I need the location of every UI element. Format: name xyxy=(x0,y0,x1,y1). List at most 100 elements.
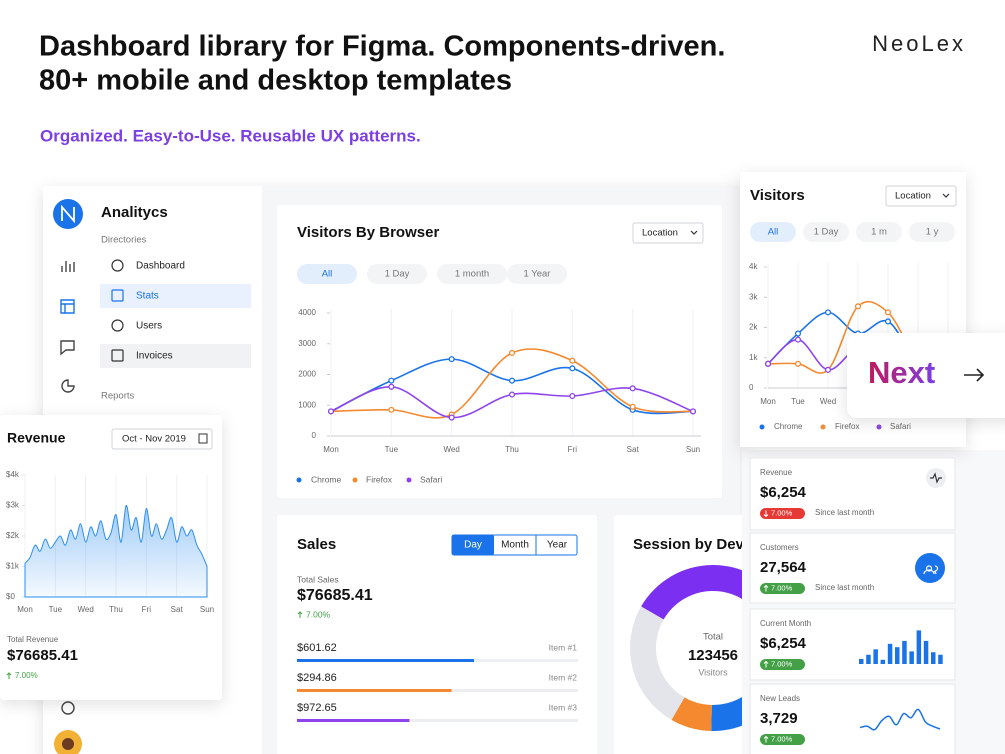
arrow-icon xyxy=(297,611,303,618)
area xyxy=(24,504,208,598)
tab-label: 1 Day xyxy=(385,269,410,280)
label: Current Month xyxy=(760,619,811,628)
label: Total Revenue xyxy=(7,635,59,644)
point xyxy=(388,377,395,384)
item-value: $972.65 xyxy=(297,702,337,714)
card-title: Session by Device xyxy=(633,536,765,553)
date-picker[interactable] xyxy=(111,428,213,450)
change-badge xyxy=(760,583,805,594)
bar xyxy=(916,630,922,664)
point xyxy=(508,377,516,384)
label: Revenue xyxy=(760,468,793,477)
x-tick-label: Mon xyxy=(760,397,776,406)
point xyxy=(448,356,455,363)
segment-label[interactable]: Month xyxy=(501,540,529,551)
tab[interactable] xyxy=(437,264,507,284)
headline: 80+ mobile and desktop templates xyxy=(39,65,512,97)
nav-item[interactable]: Dashboard xyxy=(136,261,185,272)
next-label[interactable]: Next xyxy=(868,355,935,390)
card-title: Visitors By Browser xyxy=(297,224,439,241)
point xyxy=(569,392,576,400)
bar xyxy=(887,643,893,664)
y-tick-label: 0 xyxy=(312,431,317,440)
change-label: 7.00% xyxy=(771,583,793,592)
point xyxy=(629,385,636,392)
card-title: Visitors xyxy=(750,187,805,204)
point xyxy=(764,360,772,367)
bar xyxy=(938,654,943,664)
nav-icon xyxy=(60,299,75,314)
metric-value: $76685.41 xyxy=(7,647,78,664)
nav-item[interactable]: Users xyxy=(136,321,162,332)
arrow-icon xyxy=(964,368,985,382)
point xyxy=(448,414,455,421)
date-label: Oct - Nov 2019 xyxy=(122,434,186,445)
logo-glyph xyxy=(61,204,75,224)
headline: Dashboard library for Figma. Components-… xyxy=(39,31,725,63)
legend-label: Firefox xyxy=(366,474,393,484)
dropdown-label: Location xyxy=(895,191,931,202)
x-tick-label: Tue xyxy=(791,397,805,406)
donut-segment xyxy=(671,697,712,731)
tab-label: All xyxy=(768,227,779,238)
tab[interactable] xyxy=(297,264,357,284)
segment-label[interactable]: Year xyxy=(547,540,568,551)
y-tick-label: $2k xyxy=(6,531,20,540)
x-tick-label: Mon xyxy=(17,605,33,614)
change-label: 7.00% xyxy=(771,508,793,517)
point xyxy=(824,366,832,373)
dropdown[interactable] xyxy=(885,185,957,207)
bar xyxy=(895,647,900,664)
avatar-face xyxy=(62,738,74,750)
x-tick-label: Sat xyxy=(171,605,184,614)
legend-swatch xyxy=(296,477,302,483)
legend-label: Safari xyxy=(420,474,442,484)
change-label: 7.00% xyxy=(771,659,793,668)
tab[interactable] xyxy=(856,222,902,242)
point xyxy=(569,365,576,372)
nav-item[interactable]: Invoices xyxy=(136,351,173,362)
bar xyxy=(873,649,878,664)
item-label: Item #3 xyxy=(549,702,578,712)
nav-item[interactable]: Stats xyxy=(136,291,159,302)
nav-hover xyxy=(100,344,251,368)
nav-item-icon xyxy=(111,349,124,362)
change-badge xyxy=(760,659,805,670)
bar xyxy=(880,659,886,664)
label: Total Sales xyxy=(297,574,339,584)
item-label: Item #2 xyxy=(549,672,578,682)
y-tick-label: 4000 xyxy=(298,308,316,317)
legend-swatch xyxy=(820,424,826,430)
x-tick-label: Sun xyxy=(686,445,700,454)
progress-bar xyxy=(297,719,410,722)
point xyxy=(794,336,802,343)
x-tick-label: Wed xyxy=(78,605,94,614)
y-tick-label: 1000 xyxy=(298,400,316,409)
label: Visitors xyxy=(698,667,728,677)
card-title: Revenue xyxy=(7,430,66,446)
point xyxy=(327,408,335,415)
caret-icon xyxy=(690,230,698,235)
tab[interactable] xyxy=(909,222,955,242)
item-value: $294.86 xyxy=(297,672,337,684)
point xyxy=(388,406,395,413)
section-title: Analitycs xyxy=(101,204,168,221)
card xyxy=(277,205,722,498)
tab[interactable] xyxy=(507,264,567,284)
bar xyxy=(902,640,907,664)
progress-bar xyxy=(297,689,452,692)
next-button[interactable] xyxy=(847,333,1005,418)
point xyxy=(794,360,802,367)
tab[interactable] xyxy=(803,222,849,242)
dropdown[interactable] xyxy=(632,222,704,244)
segment-label[interactable]: Day xyxy=(464,540,482,551)
tab[interactable] xyxy=(367,264,427,284)
legend-swatch xyxy=(759,424,765,430)
metric-value: $6,254 xyxy=(760,635,807,652)
x-tick-label: Sat xyxy=(627,445,640,454)
bar xyxy=(866,654,871,664)
dropdown-label: Location xyxy=(642,228,678,239)
tab[interactable] xyxy=(750,222,796,242)
